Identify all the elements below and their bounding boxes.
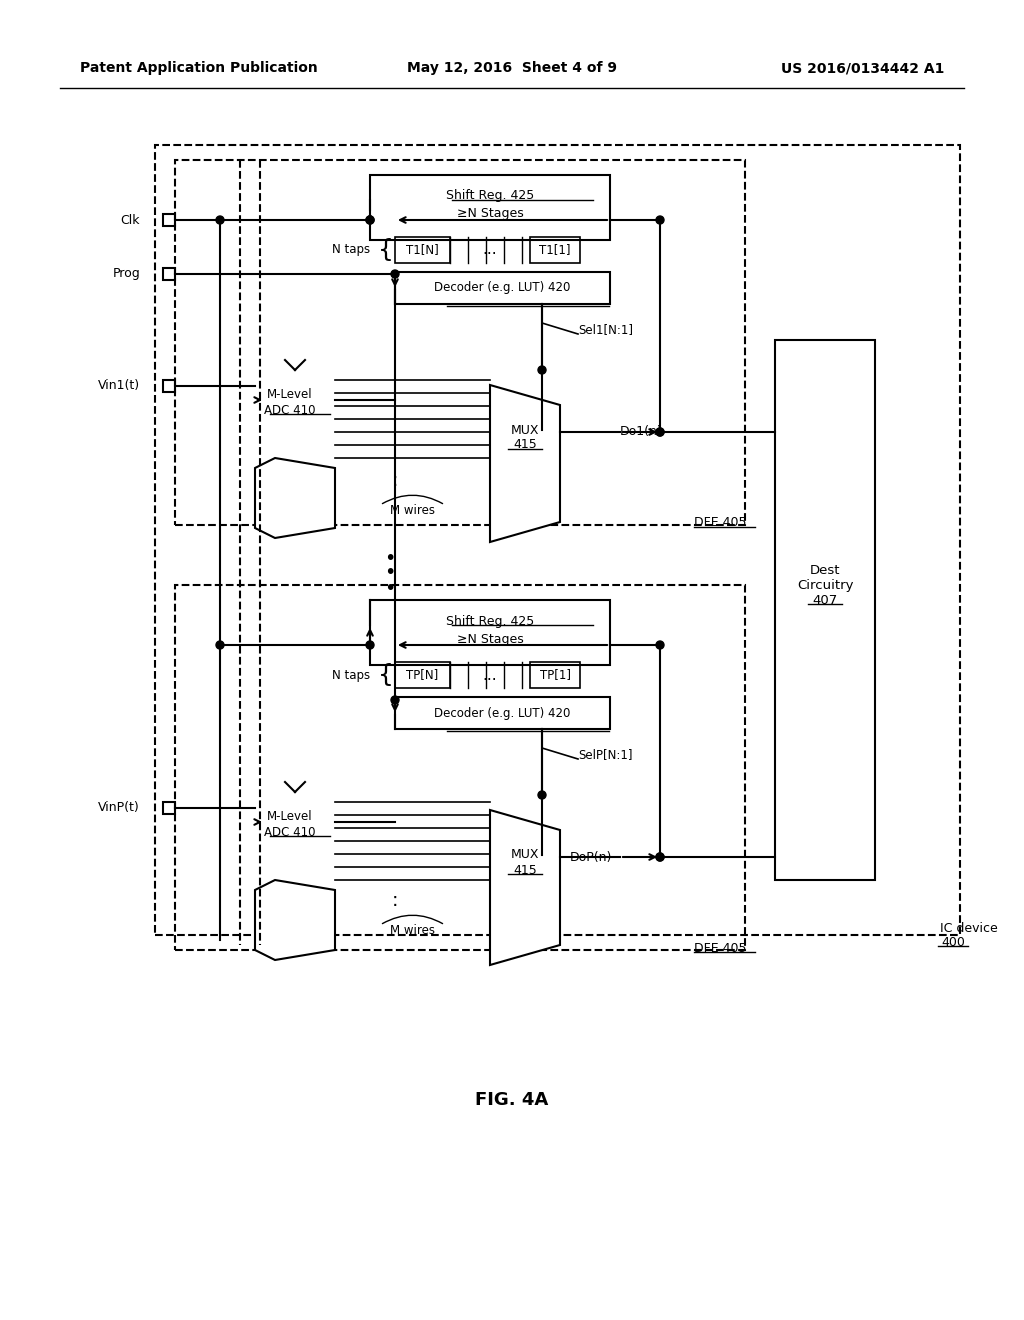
- Text: Decoder (e.g. LUT) 420: Decoder (e.g. LUT) 420: [434, 706, 570, 719]
- Text: MUX: MUX: [511, 849, 540, 862]
- Text: Decoder (e.g. LUT) 420: Decoder (e.g. LUT) 420: [434, 281, 570, 294]
- Text: May 12, 2016  Sheet 4 of 9: May 12, 2016 Sheet 4 of 9: [407, 61, 617, 75]
- Text: TP[1]: TP[1]: [540, 668, 570, 681]
- Text: T1[1]: T1[1]: [540, 243, 570, 256]
- Text: :: :: [392, 891, 398, 909]
- Text: DFE 405: DFE 405: [694, 516, 746, 529]
- Bar: [175, 160, 745, 525]
- Polygon shape: [255, 458, 335, 539]
- Text: M wires: M wires: [389, 924, 434, 936]
- Text: 415: 415: [513, 438, 537, 451]
- Text: {: {: [378, 663, 394, 686]
- Circle shape: [656, 853, 664, 861]
- Text: •: •: [384, 549, 395, 568]
- Circle shape: [538, 791, 546, 799]
- Circle shape: [216, 642, 224, 649]
- Bar: [155, 145, 961, 935]
- Circle shape: [538, 366, 546, 374]
- Circle shape: [656, 853, 664, 861]
- Text: Shift Reg. 425: Shift Reg. 425: [445, 615, 535, 627]
- Bar: [395, 697, 610, 729]
- Text: N taps: N taps: [332, 668, 370, 681]
- Text: 415: 415: [513, 863, 537, 876]
- Circle shape: [656, 216, 664, 224]
- Text: :: :: [392, 470, 398, 490]
- Text: ADC 410: ADC 410: [264, 825, 315, 838]
- Text: VinP(t): VinP(t): [98, 801, 140, 814]
- Polygon shape: [490, 810, 560, 965]
- Text: {: {: [378, 238, 394, 261]
- Text: Sel1[N:1]: Sel1[N:1]: [578, 323, 633, 337]
- Circle shape: [656, 428, 664, 436]
- Circle shape: [656, 642, 664, 649]
- Text: DoP(n): DoP(n): [570, 850, 612, 863]
- Text: US 2016/0134442 A1: US 2016/0134442 A1: [780, 61, 944, 75]
- Text: 407: 407: [812, 594, 838, 606]
- Text: Patent Application Publication: Patent Application Publication: [80, 61, 317, 75]
- Bar: [395, 238, 450, 263]
- Text: Shift Reg. 425: Shift Reg. 425: [445, 190, 535, 202]
- Circle shape: [366, 216, 374, 224]
- Text: 400: 400: [941, 936, 965, 949]
- Text: ≥N Stages: ≥N Stages: [457, 632, 523, 645]
- Bar: [163, 268, 175, 280]
- Text: ...: ...: [482, 668, 498, 682]
- Bar: [775, 341, 874, 880]
- Bar: [163, 214, 175, 226]
- Text: Vin1(t): Vin1(t): [98, 380, 140, 392]
- Circle shape: [216, 216, 224, 224]
- Bar: [530, 663, 580, 688]
- Text: Dest: Dest: [810, 564, 841, 577]
- Text: M-Level: M-Level: [267, 810, 312, 824]
- Bar: [163, 803, 175, 814]
- Text: ≥N Stages: ≥N Stages: [457, 207, 523, 220]
- Circle shape: [391, 271, 399, 279]
- Text: TP[N]: TP[N]: [406, 668, 438, 681]
- Text: Circuitry: Circuitry: [797, 578, 853, 591]
- Text: FIG. 4A: FIG. 4A: [475, 1092, 549, 1109]
- Bar: [395, 663, 450, 688]
- Text: M-Level: M-Level: [267, 388, 312, 401]
- Bar: [370, 176, 610, 240]
- Bar: [370, 601, 610, 665]
- Polygon shape: [255, 880, 335, 960]
- Circle shape: [366, 216, 374, 224]
- Text: ...: ...: [482, 243, 498, 257]
- Bar: [530, 238, 580, 263]
- Circle shape: [391, 696, 399, 704]
- Bar: [163, 380, 175, 392]
- Text: T1[N]: T1[N]: [406, 243, 438, 256]
- Text: Clk: Clk: [121, 214, 140, 227]
- Text: IC device: IC device: [940, 921, 997, 935]
- Text: ADC 410: ADC 410: [264, 404, 315, 417]
- Text: M wires: M wires: [389, 503, 434, 516]
- Text: SelP[N:1]: SelP[N:1]: [578, 748, 633, 762]
- Polygon shape: [490, 385, 560, 543]
- Text: Do1(n): Do1(n): [620, 425, 663, 438]
- Circle shape: [366, 642, 374, 649]
- Text: MUX: MUX: [511, 424, 540, 437]
- Text: N taps: N taps: [332, 243, 370, 256]
- Bar: [175, 585, 745, 950]
- Text: •: •: [384, 564, 395, 582]
- Text: Prog: Prog: [113, 268, 140, 281]
- Circle shape: [656, 428, 664, 436]
- Text: •: •: [384, 578, 395, 598]
- Text: DFE 405: DFE 405: [694, 941, 746, 954]
- Bar: [395, 272, 610, 304]
